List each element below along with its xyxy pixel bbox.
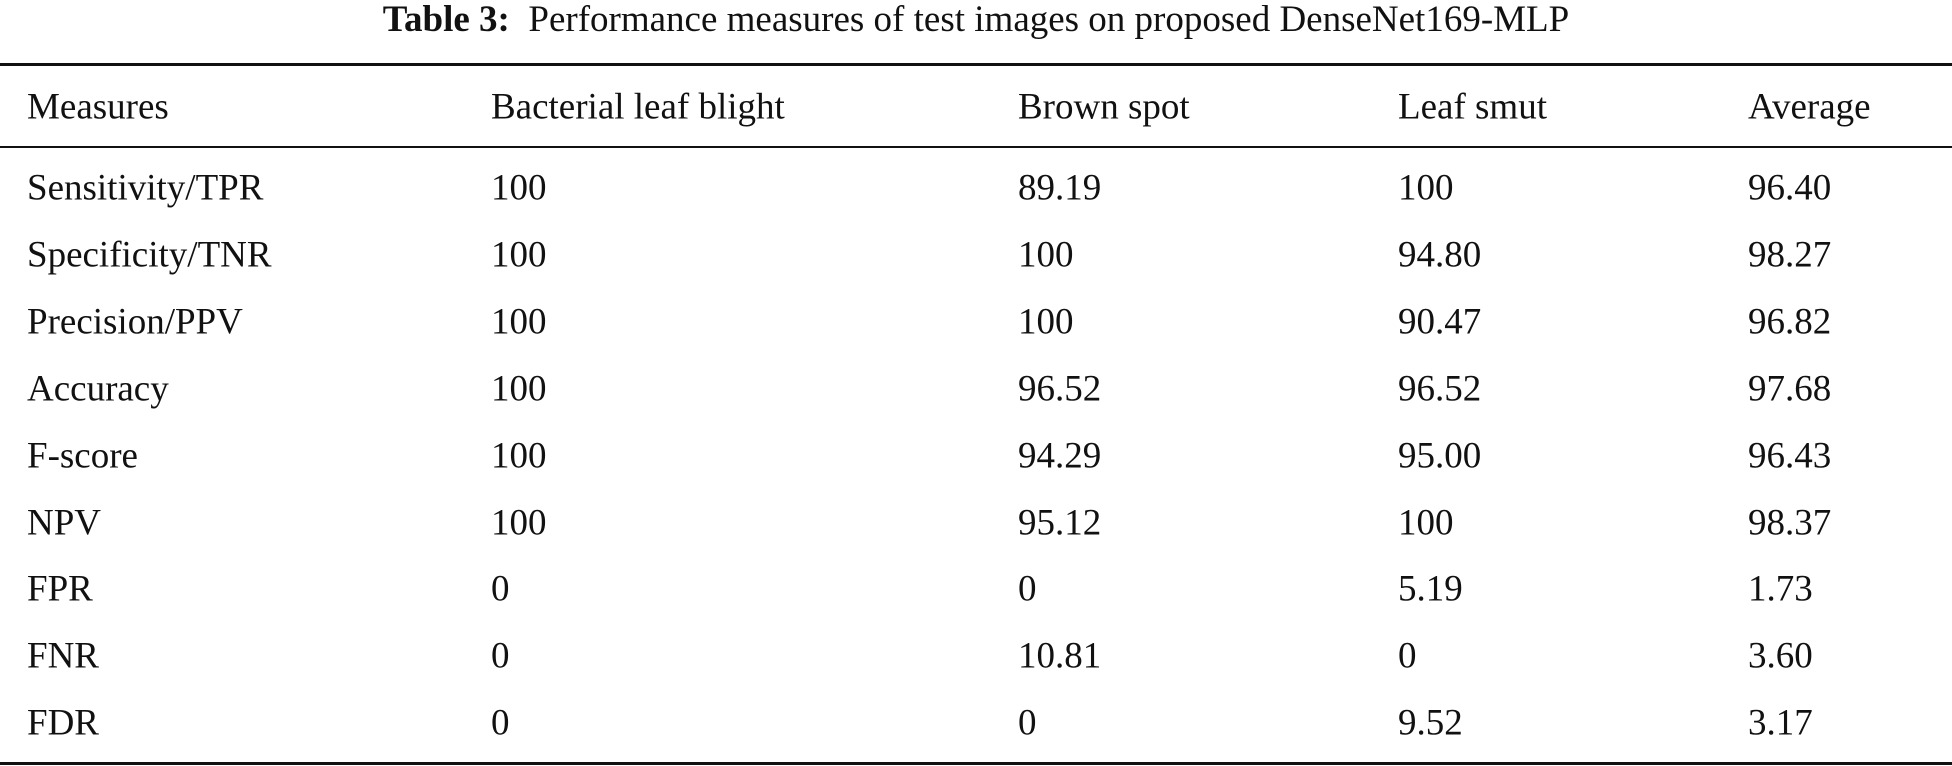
row-label: Precision/PPV xyxy=(27,301,243,343)
table-cell: 96.40 xyxy=(1748,167,1832,209)
bottom-rule xyxy=(0,762,1952,765)
table-cell: 100 xyxy=(491,435,547,477)
table-cell: 96.43 xyxy=(1748,435,1832,477)
table-cell: 90.47 xyxy=(1398,301,1482,343)
top-rule xyxy=(0,63,1952,66)
table-cell: 94.29 xyxy=(1018,435,1102,477)
table-cell: 96.52 xyxy=(1398,368,1482,410)
table-cell: 5.19 xyxy=(1398,568,1463,610)
table-cell: 3.17 xyxy=(1748,702,1813,744)
header-rule xyxy=(0,146,1952,148)
table-cell: 100 xyxy=(491,368,547,410)
table-cell: 100 xyxy=(1398,502,1454,543)
table-cell: 100 xyxy=(1398,167,1454,209)
table-cell: 96.52 xyxy=(1018,368,1102,410)
caption-label: Table 3: xyxy=(382,0,510,40)
table-cell: 100 xyxy=(491,234,547,276)
table-cell: 100 xyxy=(491,502,547,543)
table-cell: 96.82 xyxy=(1748,301,1832,343)
table-cell: 100 xyxy=(1018,234,1074,276)
row-label: Sensitivity/TPR xyxy=(27,167,264,209)
header-cell: Bacterial leaf blight xyxy=(491,86,785,128)
table-cell: 9.52 xyxy=(1398,702,1463,744)
table-cell: 0 xyxy=(491,702,510,744)
row-label: Specificity/TNR xyxy=(27,234,272,276)
table-cell: 0 xyxy=(491,635,510,677)
table-cell: 94.80 xyxy=(1398,234,1482,276)
table-cell: 100 xyxy=(491,301,547,343)
table-cell: 89.19 xyxy=(1018,167,1102,209)
header-cell: Leaf smut xyxy=(1398,86,1547,128)
row-label: F-score xyxy=(27,435,138,477)
header-cell: Average xyxy=(1748,86,1871,128)
header-cell: Measures xyxy=(27,86,169,128)
table-cell: 0 xyxy=(1018,568,1037,610)
table-cell: 98.37 xyxy=(1748,502,1832,543)
header-cell: Brown spot xyxy=(1018,86,1190,128)
caption: Table 3: Performance measures of test im… xyxy=(0,0,1952,40)
table-cell: 0 xyxy=(491,568,510,610)
table-cell: 1.73 xyxy=(1748,568,1813,610)
table-cell: 0 xyxy=(1398,635,1417,677)
row-label: Accuracy xyxy=(27,368,169,410)
table-cell: 100 xyxy=(491,167,547,209)
table-cell: 10.81 xyxy=(1018,635,1102,677)
row-label: FNR xyxy=(27,635,99,677)
table-cell: 95.00 xyxy=(1398,435,1482,477)
row-label: FPR xyxy=(27,568,93,610)
table-cell: 95.12 xyxy=(1018,502,1102,543)
row-label: NPV xyxy=(27,502,102,543)
table-cell: 100 xyxy=(1018,301,1074,343)
table-cell: 0 xyxy=(1018,702,1037,744)
table-cell: 98.27 xyxy=(1748,234,1832,276)
caption-text: Performance measures of test images on p… xyxy=(528,0,1570,40)
row-label: FDR xyxy=(27,702,99,744)
table-cell: 3.60 xyxy=(1748,635,1813,677)
table-cell: 97.68 xyxy=(1748,368,1832,410)
